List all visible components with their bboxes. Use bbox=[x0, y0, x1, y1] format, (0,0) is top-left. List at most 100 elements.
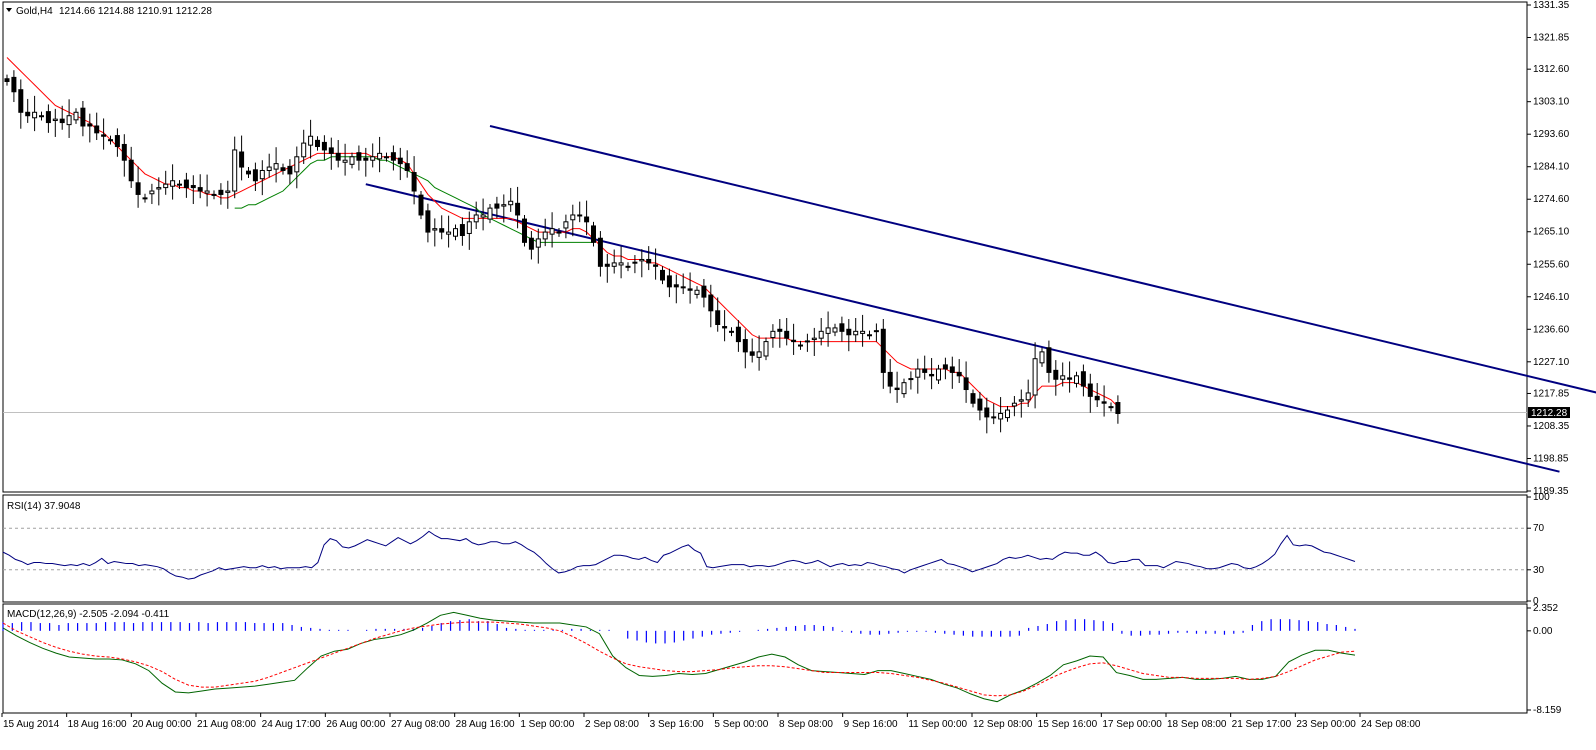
price-tick-label: 1331.35 bbox=[1533, 0, 1570, 11]
trend-channel[interactable] bbox=[365, 125, 1596, 473]
candle bbox=[273, 147, 279, 183]
current-price-tag: 1212.28 bbox=[1528, 407, 1570, 419]
candle bbox=[487, 204, 493, 224]
candle bbox=[625, 262, 631, 272]
price-tick-label: 1293.60 bbox=[1533, 129, 1570, 140]
time-tick-label: 26 Aug 00:00 bbox=[326, 719, 385, 730]
candle bbox=[867, 330, 872, 340]
candle bbox=[480, 198, 486, 231]
candle bbox=[4, 74, 10, 86]
macd-tick-label: 0.00 bbox=[1533, 626, 1553, 637]
candle bbox=[687, 272, 693, 304]
candle bbox=[163, 170, 169, 195]
candle bbox=[1080, 364, 1086, 397]
candle bbox=[853, 317, 859, 342]
price-tick-label: 1284.10 bbox=[1533, 162, 1570, 173]
price-tick-label: 1303.10 bbox=[1533, 97, 1570, 108]
candle bbox=[149, 183, 155, 205]
price-tick-label: 1265.10 bbox=[1533, 227, 1570, 238]
macd-panel[interactable]: 2.352 0.00 -8.159 MACD(12,26,9) -2.505 -2.… bbox=[2, 603, 1562, 716]
candle bbox=[218, 183, 224, 205]
macd-histogram bbox=[2, 619, 1356, 644]
candle bbox=[742, 329, 748, 369]
macd-axis: 2.352 0.00 -8.159 bbox=[1527, 603, 1562, 716]
candle bbox=[377, 136, 383, 173]
candle bbox=[335, 140, 341, 168]
candle bbox=[432, 218, 438, 247]
candle bbox=[694, 286, 700, 299]
candle bbox=[563, 214, 569, 239]
ma-fast-line bbox=[6, 57, 1119, 408]
candle bbox=[515, 186, 521, 229]
candle bbox=[246, 167, 251, 179]
time-tick-label: 15 Aug 2014 bbox=[3, 719, 60, 730]
price-tick-label: 1236.60 bbox=[1533, 324, 1570, 335]
candle bbox=[156, 177, 162, 206]
candle bbox=[404, 150, 410, 178]
channel-upper-line[interactable] bbox=[489, 125, 1596, 417]
candle bbox=[321, 135, 327, 161]
candle bbox=[66, 99, 72, 138]
candle bbox=[45, 104, 51, 133]
macd-tick-label: -8.159 bbox=[1533, 705, 1562, 716]
candle bbox=[673, 274, 679, 304]
candle bbox=[791, 323, 797, 355]
candle bbox=[880, 319, 886, 389]
current-price-box bbox=[1528, 407, 1570, 419]
time-tick-label: 24 Aug 17:00 bbox=[262, 719, 321, 730]
dropdown-triangle-icon[interactable] bbox=[6, 8, 12, 12]
rsi-tick-label: 70 bbox=[1533, 523, 1545, 534]
candle bbox=[94, 112, 100, 141]
time-tick-label: 21 Sep 17:00 bbox=[1232, 719, 1292, 730]
candle bbox=[887, 359, 893, 394]
candle bbox=[1087, 373, 1093, 413]
candle bbox=[818, 317, 824, 346]
candle bbox=[87, 113, 93, 143]
candle bbox=[646, 246, 652, 271]
candle bbox=[839, 316, 845, 342]
candle bbox=[225, 180, 231, 209]
candle bbox=[611, 249, 617, 274]
time-tick-label: 27 Aug 08:00 bbox=[391, 719, 450, 730]
candle bbox=[653, 248, 659, 280]
rsi-panel[interactable]: 100 70 30 0 RSI(14) 37.9048 bbox=[2, 492, 1550, 607]
candle bbox=[197, 174, 203, 199]
candle bbox=[1005, 405, 1010, 422]
candle bbox=[356, 145, 362, 171]
candle bbox=[211, 190, 217, 200]
macd-tick-label: 2.352 bbox=[1533, 603, 1558, 614]
candle bbox=[915, 358, 921, 394]
candle bbox=[804, 333, 810, 352]
price-tick-label: 1208.35 bbox=[1533, 421, 1570, 432]
candle bbox=[680, 273, 686, 295]
time-tick-label: 2 Sep 08:00 bbox=[585, 719, 639, 730]
candle bbox=[25, 98, 31, 123]
candle bbox=[384, 152, 389, 162]
candle bbox=[370, 143, 376, 168]
candle bbox=[1094, 383, 1100, 407]
time-tick-label: 21 Aug 08:00 bbox=[197, 719, 256, 730]
candle bbox=[508, 187, 514, 212]
candle bbox=[239, 135, 245, 181]
candle bbox=[80, 101, 86, 137]
candle bbox=[459, 217, 465, 246]
candle bbox=[142, 193, 148, 203]
candle bbox=[570, 204, 576, 237]
candle bbox=[549, 212, 555, 248]
candle bbox=[729, 327, 734, 337]
time-tick-label: 24 Sep 08:00 bbox=[1361, 719, 1421, 730]
candle bbox=[425, 203, 431, 243]
macd-panel-frame bbox=[2, 603, 1528, 714]
time-tick-label: 18 Sep 08:00 bbox=[1167, 719, 1227, 730]
candle bbox=[929, 358, 935, 390]
candle bbox=[522, 214, 527, 247]
candle bbox=[114, 128, 120, 157]
candle bbox=[873, 323, 879, 342]
price-tick-label: 1312.60 bbox=[1533, 64, 1570, 75]
candle bbox=[798, 340, 803, 350]
candle bbox=[639, 249, 645, 278]
rsi-axis: 100 70 30 0 bbox=[3, 492, 1550, 607]
price-panel[interactable]: 1331.35 1321.85 1312.60 1303.10 1293.60 1284.… bbox=[2, 0, 1596, 497]
candle bbox=[52, 108, 58, 137]
